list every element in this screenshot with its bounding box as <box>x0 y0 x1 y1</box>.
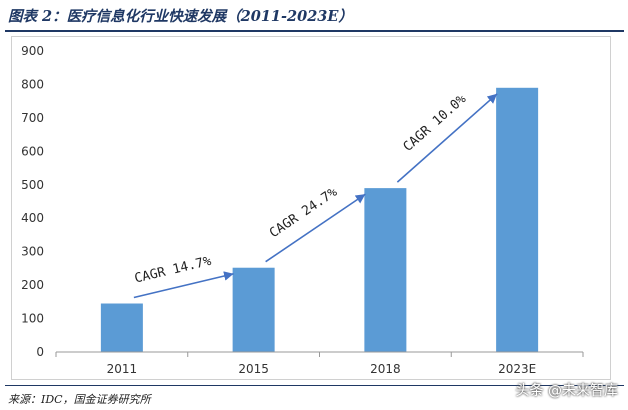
figure-title: 图表 2：医疗信息化行业快速发展（2011-2023E） <box>8 8 353 25</box>
footer-divider <box>5 385 624 386</box>
y-tick-label: 200 <box>21 278 44 292</box>
bar-2011 <box>100 303 143 352</box>
cagr-arrow <box>265 193 366 263</box>
bar-2023E <box>496 87 539 353</box>
x-tick-label: 2011 <box>107 362 138 376</box>
cagr-label: CAGR 10.0% <box>401 92 470 155</box>
bar-2018 <box>364 188 407 352</box>
y-tick-label: 0 <box>36 345 44 359</box>
cagr-label: CAGR 24.7% <box>267 185 340 241</box>
x-tick-label: 2015 <box>238 362 269 376</box>
x-axis: 2011 2015 2018 2023E <box>55 351 584 376</box>
y-tick-label: 500 <box>21 178 44 192</box>
y-tick-label: 100 <box>21 312 44 326</box>
bars <box>100 87 539 353</box>
cagr-arrow <box>133 271 234 299</box>
bar-2015 <box>232 267 275 352</box>
y-tick-label: 400 <box>21 211 44 225</box>
source-note: 来源：IDC，国金证券研究所 <box>8 393 151 406</box>
y-axis: 0 100 200 300 400 500 600 700 800 900 <box>21 44 44 359</box>
y-tick-label: 700 <box>21 111 44 125</box>
chart-frame <box>11 36 611 380</box>
cagr-annotations: CAGR 14.7%CAGR 24.7%CAGR 10.0% <box>133 92 498 299</box>
x-tick-label: 2018 <box>370 362 401 376</box>
y-tick-label: 900 <box>21 44 44 58</box>
watermark: 头条 @未来智库 <box>515 383 618 399</box>
y-tick-label: 600 <box>21 144 44 158</box>
cagr-arrow <box>396 93 498 183</box>
title-divider <box>5 30 624 32</box>
y-tick-label: 300 <box>21 245 44 259</box>
x-tick-label: 2023E <box>498 362 536 376</box>
y-tick-label: 800 <box>21 77 44 91</box>
